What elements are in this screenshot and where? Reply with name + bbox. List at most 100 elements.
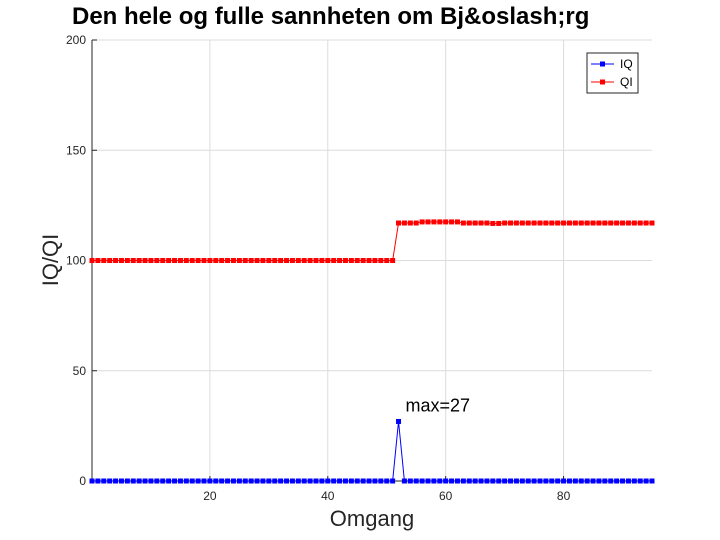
data-point-qi (425, 219, 431, 225)
annotations: max=27 (406, 395, 471, 415)
series-layer (89, 219, 655, 484)
data-point-iq (649, 478, 655, 484)
data-point-iq (172, 478, 178, 484)
data-point-iq (242, 478, 248, 484)
data-point-iq (113, 478, 119, 484)
data-point-iq (236, 478, 242, 484)
data-point-qi (189, 258, 195, 263)
data-point-iq (396, 418, 402, 424)
data-point-qi (543, 220, 549, 226)
data-point-qi (154, 258, 160, 263)
data-point-qi (301, 258, 307, 263)
data-point-qi (466, 220, 472, 226)
data-point-qi (637, 220, 643, 226)
data-point-iq (219, 478, 225, 484)
data-point-iq (107, 478, 113, 484)
data-point-iq (278, 478, 284, 484)
data-point-qi (407, 220, 413, 226)
data-point-qi (384, 258, 390, 263)
data-point-iq (142, 478, 148, 484)
data-point-qi (183, 258, 189, 263)
data-point-iq (608, 478, 614, 484)
data-point-iq (154, 478, 160, 484)
y-ticks: 0 50 100 150 200 (66, 33, 97, 488)
data-point-qi (372, 258, 378, 263)
legend-label-qi: QI (620, 75, 633, 89)
data-point-qi (484, 220, 490, 226)
data-point-iq (431, 478, 437, 484)
data-point-qi (242, 258, 248, 263)
data-point-qi (348, 258, 354, 263)
data-point-iq (213, 478, 219, 484)
data-point-iq (201, 478, 207, 484)
data-point-qi (631, 220, 637, 226)
data-point-qi (272, 258, 278, 263)
y-tick-label: 100 (66, 254, 86, 268)
data-point-qi (443, 219, 449, 225)
data-point-qi (602, 220, 608, 226)
data-point-qi (284, 258, 290, 263)
data-point-iq (378, 478, 384, 484)
series-iq (89, 418, 655, 484)
data-point-iq (313, 478, 319, 484)
data-point-iq (260, 478, 266, 484)
x-tick-label: 80 (557, 489, 571, 503)
data-point-iq (631, 478, 637, 484)
data-point-qi (219, 258, 225, 263)
data-point-qi (531, 220, 537, 226)
data-point-qi (89, 258, 95, 263)
data-point-iq (620, 478, 626, 484)
data-point-qi (177, 258, 183, 263)
data-point-iq (454, 478, 460, 484)
data-point-iq (508, 478, 514, 484)
data-point-qi (625, 220, 631, 226)
data-point-iq (537, 478, 543, 484)
data-point-qi (472, 220, 478, 226)
x-ticks: 20 40 60 80 (203, 476, 571, 503)
data-point-iq (295, 478, 301, 484)
data-point-qi (643, 220, 649, 226)
data-point-iq (325, 478, 331, 484)
data-point-iq (101, 478, 107, 484)
data-point-iq (478, 478, 484, 484)
data-point-iq (437, 478, 443, 484)
data-point-qi (508, 220, 514, 226)
data-point-iq (531, 478, 537, 484)
data-point-qi (195, 258, 201, 263)
x-tick-label: 40 (321, 489, 335, 503)
data-point-iq (366, 478, 372, 484)
data-point-qi (118, 258, 124, 263)
data-point-qi (260, 258, 266, 263)
legend-marker-iq (600, 61, 605, 67)
data-point-iq (549, 478, 555, 484)
data-point-qi (207, 258, 213, 263)
data-point-qi (620, 220, 626, 226)
data-point-iq (160, 478, 166, 484)
data-point-iq (443, 478, 449, 484)
x-axis-label: Omgang (330, 506, 414, 531)
data-point-qi (378, 258, 384, 263)
y-tick-label: 50 (73, 364, 87, 378)
annotation-label: max=27 (406, 395, 471, 415)
data-point-qi (254, 258, 260, 263)
legend-marker-qi (600, 79, 605, 85)
data-point-qi (289, 258, 295, 263)
data-point-iq (189, 478, 195, 484)
data-point-iq (289, 478, 295, 484)
data-point-iq (614, 478, 620, 484)
data-point-iq (590, 478, 596, 484)
data-point-qi (419, 219, 425, 225)
data-point-qi (354, 258, 360, 263)
data-point-qi (101, 258, 107, 263)
data-point-iq (95, 478, 101, 484)
data-point-iq (513, 478, 519, 484)
chart-title: Den hele og fulle sannheten om Bj&oslash… (72, 3, 589, 30)
data-point-iq (254, 478, 260, 484)
data-point-qi (366, 258, 372, 263)
data-point-qi (201, 258, 207, 263)
data-point-iq (584, 478, 590, 484)
data-point-qi (313, 258, 319, 263)
data-point-qi (142, 258, 148, 263)
data-point-iq (118, 478, 124, 484)
